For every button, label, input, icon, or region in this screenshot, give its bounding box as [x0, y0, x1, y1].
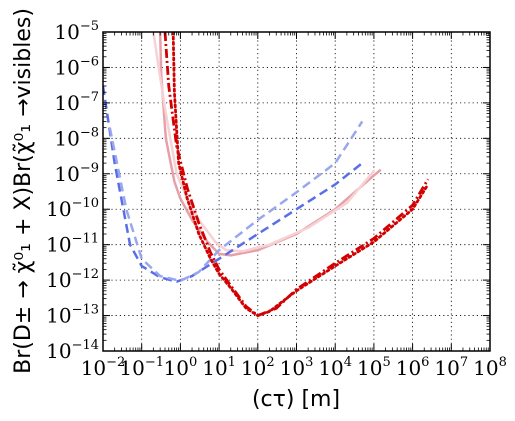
- x-tick-label: 107: [434, 355, 468, 380]
- series-layer: [103, 32, 430, 317]
- x-tick-label: 108: [473, 355, 507, 380]
- y-axis-title: Br(D± → χ̃⁰₁ + X)Br(χ̃⁰₁ →visibles): [11, 8, 36, 374]
- series-line-2: [152, 32, 375, 253]
- x-tick-label: 103: [280, 355, 314, 380]
- y-tick-label: 10−8: [54, 125, 99, 150]
- y-tick-label: 10−12: [46, 267, 99, 292]
- y-tick-label: 10−6: [54, 54, 99, 79]
- y-tick-label: 10−7: [54, 90, 99, 115]
- x-tick-labels: 10−210−1 100 101 102 103 104 105 106 107 108: [81, 355, 507, 380]
- y-tick-label: 10−9: [54, 161, 99, 186]
- x-tick-label: 105: [357, 355, 391, 380]
- y-tick-label: 10−5: [54, 19, 99, 44]
- x-tick-label: 104: [318, 355, 352, 380]
- y-tick-label: 10−13: [46, 303, 99, 328]
- x-tick-label: 10−2: [81, 355, 126, 380]
- x-tick-label: 10−1: [119, 355, 164, 380]
- x-tick-label: 102: [241, 355, 275, 380]
- x-tick-label: 106: [396, 355, 430, 380]
- x-axis-title: (cτ) [m]: [252, 387, 340, 412]
- y-tick-label: 10−10: [46, 196, 99, 221]
- x-tick-label: 101: [202, 355, 236, 380]
- series-line-6: [163, 32, 430, 317]
- y-tick-labels: 10−14 10−13 10−12 10−11 10−10 10−9 10−8 10−7 10−…: [46, 19, 99, 363]
- y-tick-label: 10−14: [46, 338, 99, 363]
- ticks: [102, 31, 491, 352]
- x-tick-label: 100: [164, 355, 198, 380]
- y-tick-label: 10−11: [46, 232, 99, 257]
- series-line-4: [108, 120, 364, 283]
